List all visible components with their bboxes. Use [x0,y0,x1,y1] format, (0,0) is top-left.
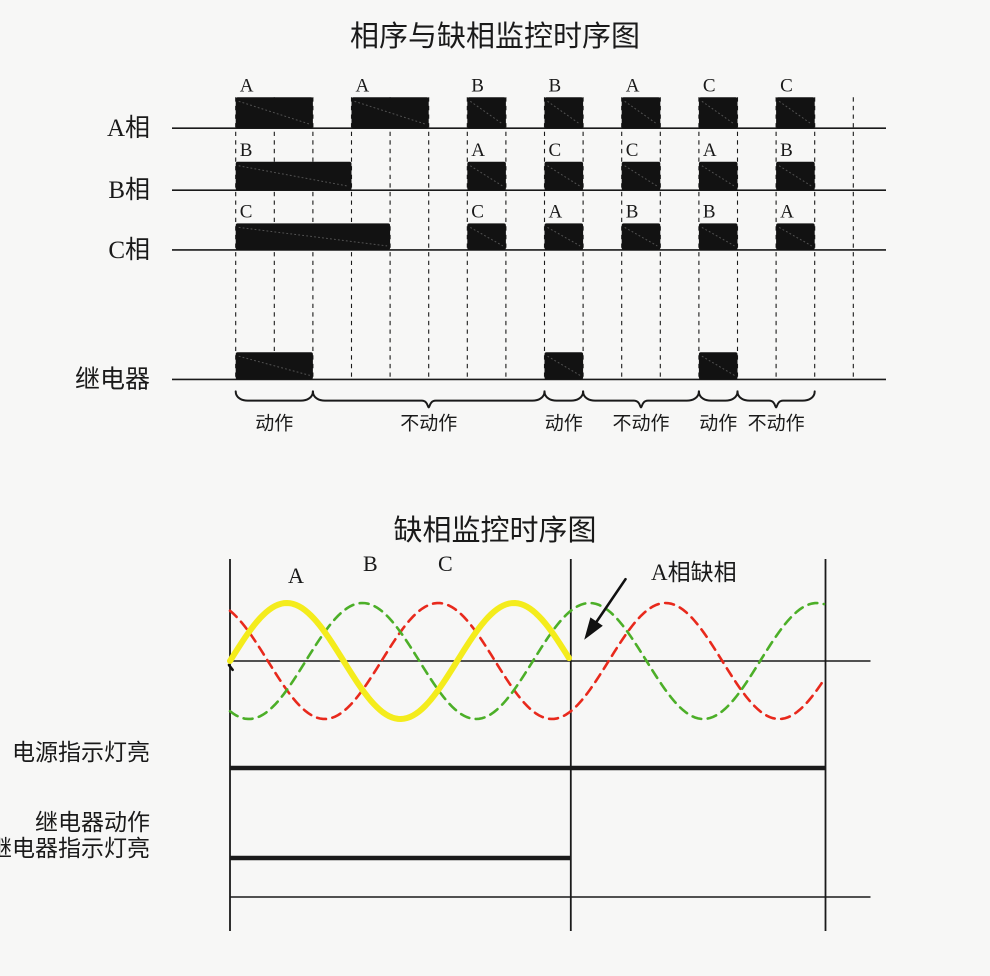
svg-text:A: A [626,75,640,96]
svg-text:缺相监控时序图: 缺相监控时序图 [393,514,596,547]
svg-text:C: C [626,140,639,161]
svg-text:相序与缺相监控时序图: 相序与缺相监控时序图 [350,20,640,53]
svg-text:动作: 动作 [255,412,293,434]
svg-text:A: A [549,201,563,222]
svg-text:A: A [240,75,254,96]
svg-text:继电器指示灯亮: 继电器指示灯亮 [0,836,150,861]
svg-text:A: A [471,140,485,161]
svg-text:C: C [240,201,253,222]
svg-text:B: B [780,140,793,161]
svg-text:C: C [438,551,453,576]
svg-text:电源指示灯亮: 电源指示灯亮 [12,740,150,765]
svg-text:不动作: 不动作 [400,412,457,434]
svg-text:C: C [703,75,716,96]
svg-text:B相: B相 [108,176,150,204]
svg-text:B: B [626,201,639,222]
svg-text:B: B [703,201,716,222]
svg-text:A: A [356,75,370,96]
svg-text:不动作: 不动作 [612,412,669,434]
svg-text:动作: 动作 [545,412,583,434]
svg-text:C: C [780,75,793,96]
svg-text:A相: A相 [107,114,150,142]
svg-text:继电器动作: 继电器动作 [35,810,150,835]
svg-text:A: A [288,563,304,588]
svg-text:C相: C相 [108,236,150,264]
svg-text:B: B [240,140,253,161]
svg-text:B: B [471,75,484,96]
svg-text:A: A [703,140,717,161]
svg-text:继电器: 继电器 [75,365,150,393]
svg-text:A: A [780,201,794,222]
svg-text:B: B [363,551,378,576]
svg-text:C: C [549,140,562,161]
svg-text:动作: 动作 [699,412,737,434]
svg-text:A相缺相: A相缺相 [651,560,737,585]
svg-text:不动作: 不动作 [748,412,805,434]
svg-text:C: C [471,201,484,222]
svg-text:B: B [549,75,562,96]
